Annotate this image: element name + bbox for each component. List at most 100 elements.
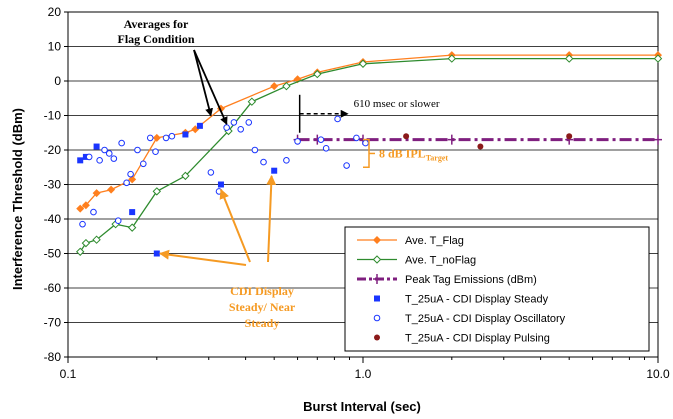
annotation-cdi-steady: CDI Display Steady/ Near Steady <box>229 284 296 330</box>
y-tick-label: -20 <box>44 143 62 157</box>
arrow-to-flag <box>193 49 213 117</box>
legend-label: Ave. T_noFlag <box>405 255 476 267</box>
annotation-line: Averages for <box>124 17 189 31</box>
y-tick-label: 20 <box>48 5 62 19</box>
data-point-noflag <box>372 255 382 264</box>
y-tick-label: -10 <box>44 109 62 123</box>
data-point-pulsing <box>374 334 380 341</box>
y-tick-label: 0 <box>54 74 61 88</box>
data-point-noflag <box>127 223 137 232</box>
data-point-noflag <box>81 238 91 248</box>
data-point-pulsing <box>477 143 484 150</box>
y-tick-label: -40 <box>44 212 62 226</box>
data-point-oscillatory <box>283 157 290 164</box>
data-point-oscillatory <box>105 150 113 157</box>
data-point-noflag <box>76 247 85 256</box>
arrow-cdi-1 <box>158 249 247 266</box>
data-point-flag <box>373 236 381 244</box>
data-point-oscillatory <box>343 162 350 169</box>
data-point-oscillatory <box>110 155 118 162</box>
y-tick-label: 10 <box>48 40 62 54</box>
arrow-to-noflag <box>193 49 228 126</box>
data-point-oscillatory <box>96 157 103 164</box>
data-point-oscillatory <box>123 179 130 187</box>
y-tick-label: -50 <box>44 247 62 261</box>
data-point-oscillatory <box>317 136 325 143</box>
data-point-oscillatory <box>146 134 154 142</box>
data-point-peak <box>654 134 662 145</box>
series-line <box>79 54 658 210</box>
y-tick-label: -30 <box>44 178 62 192</box>
data-point-flag <box>76 204 85 213</box>
y-tick-label: -70 <box>44 316 62 330</box>
data-point-oscillatory <box>260 158 267 166</box>
data-point-oscillatory <box>168 132 176 140</box>
data-point-noflag <box>653 54 663 63</box>
y-tick-label: -80 <box>44 350 62 364</box>
data-point-steady <box>196 122 203 129</box>
data-point-flag <box>92 189 101 198</box>
data-point-oscillatory <box>251 146 259 154</box>
data-point-oscillatory <box>134 146 141 154</box>
legend-label: T_25uA - CDI Display Steady <box>405 294 549 306</box>
data-point-oscillatory <box>101 146 108 154</box>
series-5 <box>403 133 573 150</box>
data-point-oscillatory <box>230 119 238 126</box>
data-point-peak <box>447 134 456 145</box>
data-point-pulsing <box>566 133 573 140</box>
data-point-noflag <box>152 187 162 196</box>
series-1 <box>76 54 663 256</box>
series-layer <box>76 51 663 257</box>
data-point-noflag <box>282 81 291 91</box>
data-point-oscillatory <box>362 139 369 147</box>
x-axis-title: Burst Interval (sec) <box>303 399 421 414</box>
data-point-noflag <box>447 54 457 63</box>
annotation-line: Flag Condition <box>117 32 194 46</box>
x-tick-label: 1.0 <box>355 367 372 381</box>
data-point-steady <box>153 250 160 257</box>
data-point-noflag <box>247 97 257 106</box>
data-point-oscillatory <box>322 144 330 152</box>
y-tick-label: -60 <box>44 281 62 295</box>
legend-label: Peak Tag Emissions (dBm) <box>405 274 537 286</box>
data-point-flag <box>107 185 116 194</box>
data-point-noflag <box>564 54 574 63</box>
arrow-cdi-2 <box>219 188 251 263</box>
annotation-ipl-subscript: Target <box>426 153 449 162</box>
data-point-oscillatory <box>294 138 301 145</box>
data-point-oscillatory <box>90 208 97 216</box>
x-tick-label: 0.1 <box>60 367 77 381</box>
data-point-oscillatory <box>118 139 125 147</box>
data-point-oscillatory <box>152 148 159 156</box>
data-point-noflag <box>181 171 190 181</box>
annotation-line: Steady <box>245 316 280 330</box>
data-point-peak <box>373 274 381 284</box>
legend-box <box>344 226 650 352</box>
data-point-oscillatory <box>85 153 93 161</box>
data-point-oscillatory <box>373 314 381 322</box>
annotation-line: Steady/ Near <box>229 300 296 314</box>
data-point-steady <box>93 143 100 150</box>
y-axis-title: Interference Threshold (dBm) <box>10 108 25 290</box>
axis-ticks: 20 10 0 -10 -20 -30 -40 -50 -60 -70 -80 0.1 1.0 10.0 <box>44 5 670 381</box>
annotation-layer: Averages for Flag Condition 610 msec or sl… <box>117 17 448 330</box>
data-point-oscillatory <box>207 169 215 176</box>
arrow-cdi-3 <box>266 174 277 263</box>
data-point-oscillatory <box>353 134 360 142</box>
data-point-noflag <box>92 235 101 244</box>
annotation-averages: Averages for Flag Condition <box>117 17 194 46</box>
data-point-oscillatory <box>162 134 170 142</box>
annotation-line: CDI Display <box>230 284 294 298</box>
data-point-steady <box>217 181 224 188</box>
legend-label: T_25uA - CDI Display Oscillatory <box>405 313 566 325</box>
data-point-oscillatory <box>140 160 147 168</box>
data-point-oscillatory <box>245 119 253 126</box>
data-point-oscillatory <box>127 170 134 178</box>
data-point-steady <box>77 157 84 164</box>
data-point-steady <box>374 295 380 302</box>
data-point-steady <box>271 167 278 174</box>
data-point-flag <box>270 82 279 91</box>
data-point-oscillatory <box>334 115 341 123</box>
data-point-oscillatory <box>79 220 86 228</box>
